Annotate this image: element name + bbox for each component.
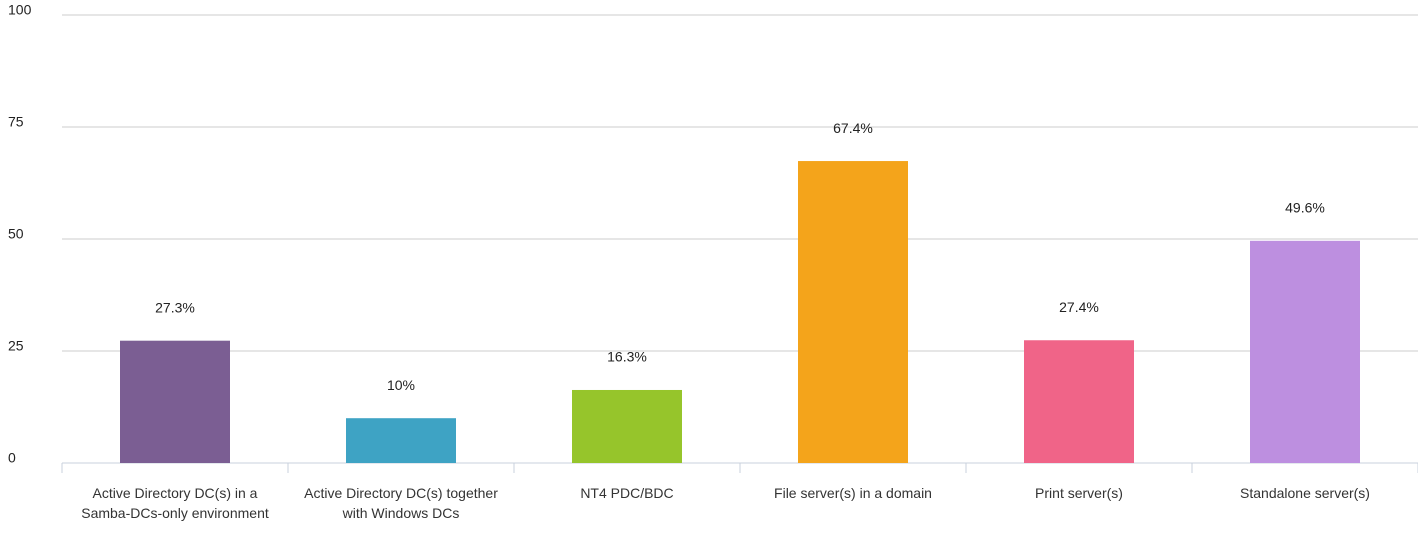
value-label: 27.4% [1059, 299, 1099, 315]
x-tick-label: Standalone server(s) [1240, 485, 1370, 501]
x-tick-label: Active Directory DC(s) together with Win… [304, 485, 498, 521]
x-tick-label: File server(s) in a domain [774, 485, 932, 501]
y-tick-label: 50 [8, 226, 24, 242]
y-tick-label: 0 [8, 450, 16, 466]
bar [1250, 240, 1360, 463]
value-label: 67.4% [833, 120, 873, 136]
y-tick-label: 75 [8, 114, 24, 130]
value-label: 10% [387, 377, 415, 393]
bar [1024, 340, 1134, 463]
bar [346, 418, 456, 463]
bar [798, 161, 908, 463]
x-tick-label: Print server(s) [1035, 485, 1123, 501]
value-label: 16.3% [607, 349, 647, 365]
value-label: 49.6% [1285, 199, 1325, 215]
y-tick-label: 25 [8, 338, 24, 354]
x-tick-label: NT4 PDC/BDC [580, 485, 674, 501]
x-tick-label: Active Directory DC(s) in a Samba-DCs-on… [81, 485, 269, 521]
y-tick-label: 100 [8, 2, 32, 18]
value-label: 27.3% [155, 299, 195, 315]
bar [572, 389, 682, 463]
bar [120, 340, 230, 463]
